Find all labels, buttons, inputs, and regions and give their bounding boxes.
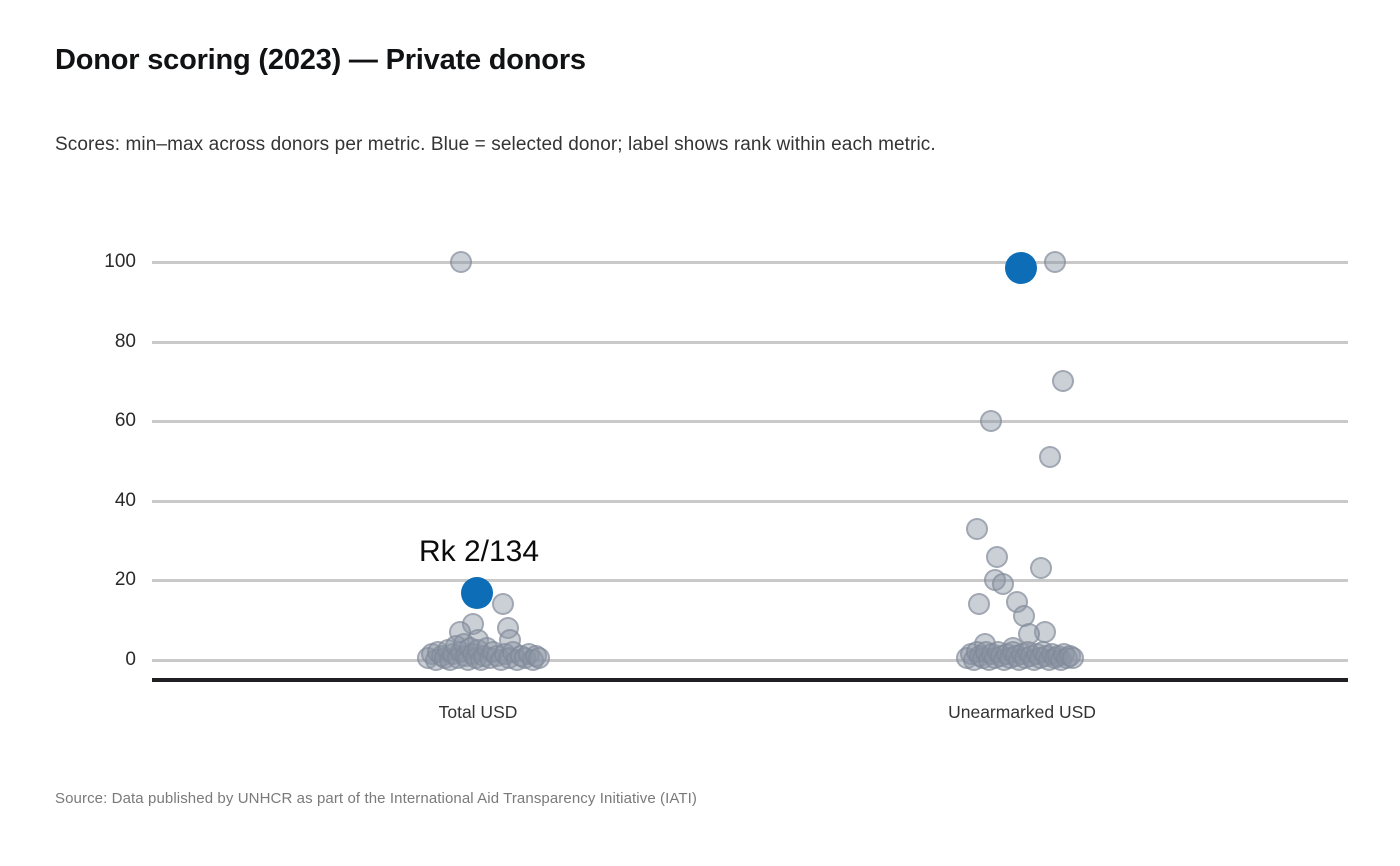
donor-point[interactable] (528, 647, 550, 669)
y-tick-label-20: 20 (114, 569, 136, 591)
selected-rank-label: Rk 2/134 (418, 535, 540, 569)
donor-point[interactable] (1030, 557, 1052, 580)
y-tick-label-80: 80 (114, 330, 136, 352)
selected-donor-point[interactable] (1005, 251, 1037, 284)
donor-point[interactable] (986, 545, 1008, 568)
donor-point[interactable] (1044, 251, 1066, 273)
gridline-y-100 (152, 261, 1348, 264)
donor-point[interactable] (966, 517, 988, 540)
y-tick-label-100: 100 (104, 251, 136, 272)
gridline-y-20 (152, 579, 1348, 583)
y-tick-label-0: 0 (125, 649, 136, 670)
donor-point[interactable] (1052, 370, 1074, 393)
x-category-label-total-usd: Total USD (438, 702, 518, 722)
donor-point[interactable] (450, 251, 472, 273)
donor-point[interactable] (1039, 446, 1061, 469)
donor-point[interactable] (968, 593, 990, 616)
gridline-y-80 (152, 340, 1348, 344)
donor-point[interactable] (992, 573, 1014, 596)
donor-point[interactable] (492, 593, 514, 616)
chart-subtitle: Scores: min–max across donors per metric… (55, 134, 936, 155)
selected-donor-point[interactable] (461, 577, 493, 610)
y-tick-label-60: 60 (114, 410, 136, 432)
chart-title: Donor scoring (2023) — Private donors (55, 44, 586, 76)
gridline-y-0 (152, 659, 1348, 662)
y-tick-label-40: 40 (114, 489, 136, 511)
donor-point[interactable] (980, 410, 1002, 433)
x-axis-line (152, 678, 1348, 682)
source-note: Source: Data published by UNHCR as part … (55, 790, 698, 807)
x-category-label-unearmarked-usd: Unearmarked USD (948, 702, 1096, 722)
gridline-y-60 (152, 420, 1348, 424)
gridline-y-40 (152, 499, 1348, 503)
donor-point[interactable] (1062, 647, 1084, 669)
